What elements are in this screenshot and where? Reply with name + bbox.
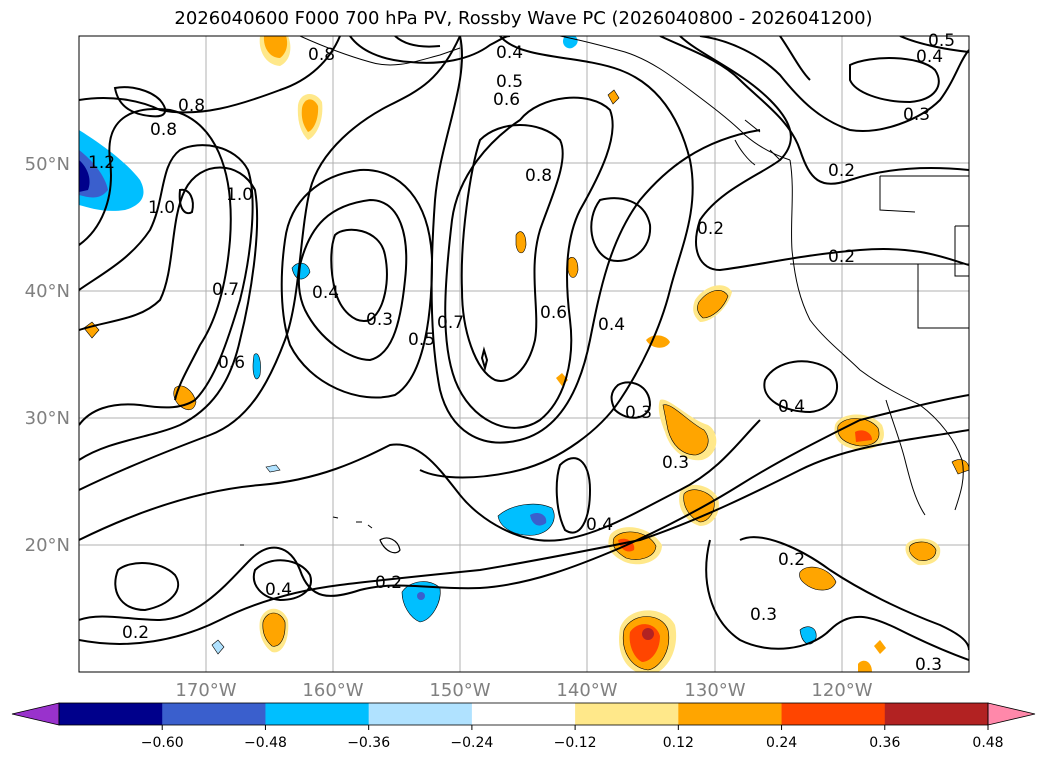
contour-labels: 0.4 0.5 0.6 0.8 0.8 0.8 1.0 1.0 1.2 0.7 … <box>88 31 955 675</box>
lon-tick-label: 150°W <box>429 680 490 701</box>
contour-label: 0.3 <box>366 310 393 330</box>
contour-label: 0.7 <box>212 280 239 300</box>
colorbar-segment <box>265 703 370 725</box>
contour-label: 0.3 <box>903 105 930 125</box>
contour-label: 0.6 <box>540 303 567 323</box>
contour-label: 0.8 <box>308 45 335 65</box>
contour-label: 0.8 <box>525 166 552 186</box>
contour-label: 0.3 <box>625 403 652 423</box>
lon-tick-label: 140°W <box>556 680 617 701</box>
contour-label: 0.8 <box>150 120 177 140</box>
contour-label: 1.0 <box>148 198 175 218</box>
contour-label: 0.3 <box>662 453 689 473</box>
contour-label: 0.4 <box>496 43 523 63</box>
lat-tick-label: 50°N <box>25 154 70 175</box>
contour-label: 0.4 <box>586 515 613 535</box>
contour-label: 0.4 <box>312 283 339 303</box>
map-frame <box>78 35 970 673</box>
contour-label: 0.2 <box>778 550 805 570</box>
chart-title: 2026040600 F000 700 hPa PV, Rossby Wave … <box>174 8 873 29</box>
contour-label: 0.5 <box>496 72 523 92</box>
colorbar-extend-right <box>987 702 1036 726</box>
contour-label: 0.8 <box>178 96 205 116</box>
lon-tick-label: 170°W <box>175 680 236 701</box>
colorbar-tick-label: 0.48 <box>972 735 1003 751</box>
contour-label: 1.0 <box>226 185 253 205</box>
colorbar-tick-label: −0.60 <box>141 735 184 751</box>
contour-label: 1.2 <box>88 153 115 173</box>
colorbar-tick-label: 0.24 <box>766 735 797 751</box>
contour-label: 0.4 <box>916 47 943 67</box>
colorbar-segment <box>678 703 783 725</box>
colorbar-segment <box>59 703 163 725</box>
lat-tick-label: 20°N <box>25 535 70 556</box>
contour-label: 0.7 <box>437 313 464 333</box>
positive-anomaly-shading <box>83 36 969 672</box>
contour-label: 0.2 <box>375 573 402 593</box>
contour-label: 0.6 <box>493 90 520 110</box>
pv-contours <box>79 36 969 661</box>
longitude-tick-labels: 170°W 160°W 150°W 140°W 130°W 120°W <box>175 680 872 701</box>
colorbar-tick-label: 0.36 <box>869 735 900 751</box>
colorbar-segment <box>162 703 266 725</box>
contour-label: 0.6 <box>218 353 245 373</box>
contour-label: 0.5 <box>408 330 435 350</box>
map-area <box>79 36 969 672</box>
contour-label: 0.4 <box>778 397 805 417</box>
contour-label: 0.2 <box>697 219 724 239</box>
coastlines <box>240 36 969 554</box>
colorbar-tick-label: −0.24 <box>450 735 493 751</box>
lon-tick-label: 130°W <box>684 680 745 701</box>
colorbar-tick-label: −0.36 <box>347 735 390 751</box>
colorbar-tick-label: −0.48 <box>244 735 287 751</box>
colorbar: −0.60 −0.48 −0.36 −0.24 −0.12 0.12 0.24 0.36 0.4… <box>11 702 1036 751</box>
colorbar-segment <box>781 703 886 725</box>
lat-tick-label: 40°N <box>25 281 70 302</box>
colorbar-extend-left <box>11 702 60 726</box>
contour-label: 0.3 <box>750 605 777 625</box>
colorbar-tick-label: 0.12 <box>663 735 694 751</box>
colorbar-segment <box>884 703 989 725</box>
contour-label: 0.3 <box>915 655 942 675</box>
lon-tick-label: 160°W <box>302 680 363 701</box>
colorbar-segment <box>575 703 679 725</box>
contour-label: 0.2 <box>828 247 855 267</box>
lat-tick-label: 30°N <box>25 408 70 429</box>
contour-label: 0.4 <box>598 315 625 335</box>
latitude-tick-labels: 50°N 40°N 30°N 20°N <box>25 154 70 556</box>
lon-tick-label: 120°W <box>811 680 872 701</box>
contour-label: 0.4 <box>265 580 292 600</box>
colorbar-tick-label: −0.12 <box>554 735 597 751</box>
colorbar-segment <box>368 703 473 725</box>
contour-label: 0.2 <box>828 161 855 181</box>
contour-label: 0.2 <box>122 623 149 643</box>
colorbar-segment <box>471 703 576 725</box>
